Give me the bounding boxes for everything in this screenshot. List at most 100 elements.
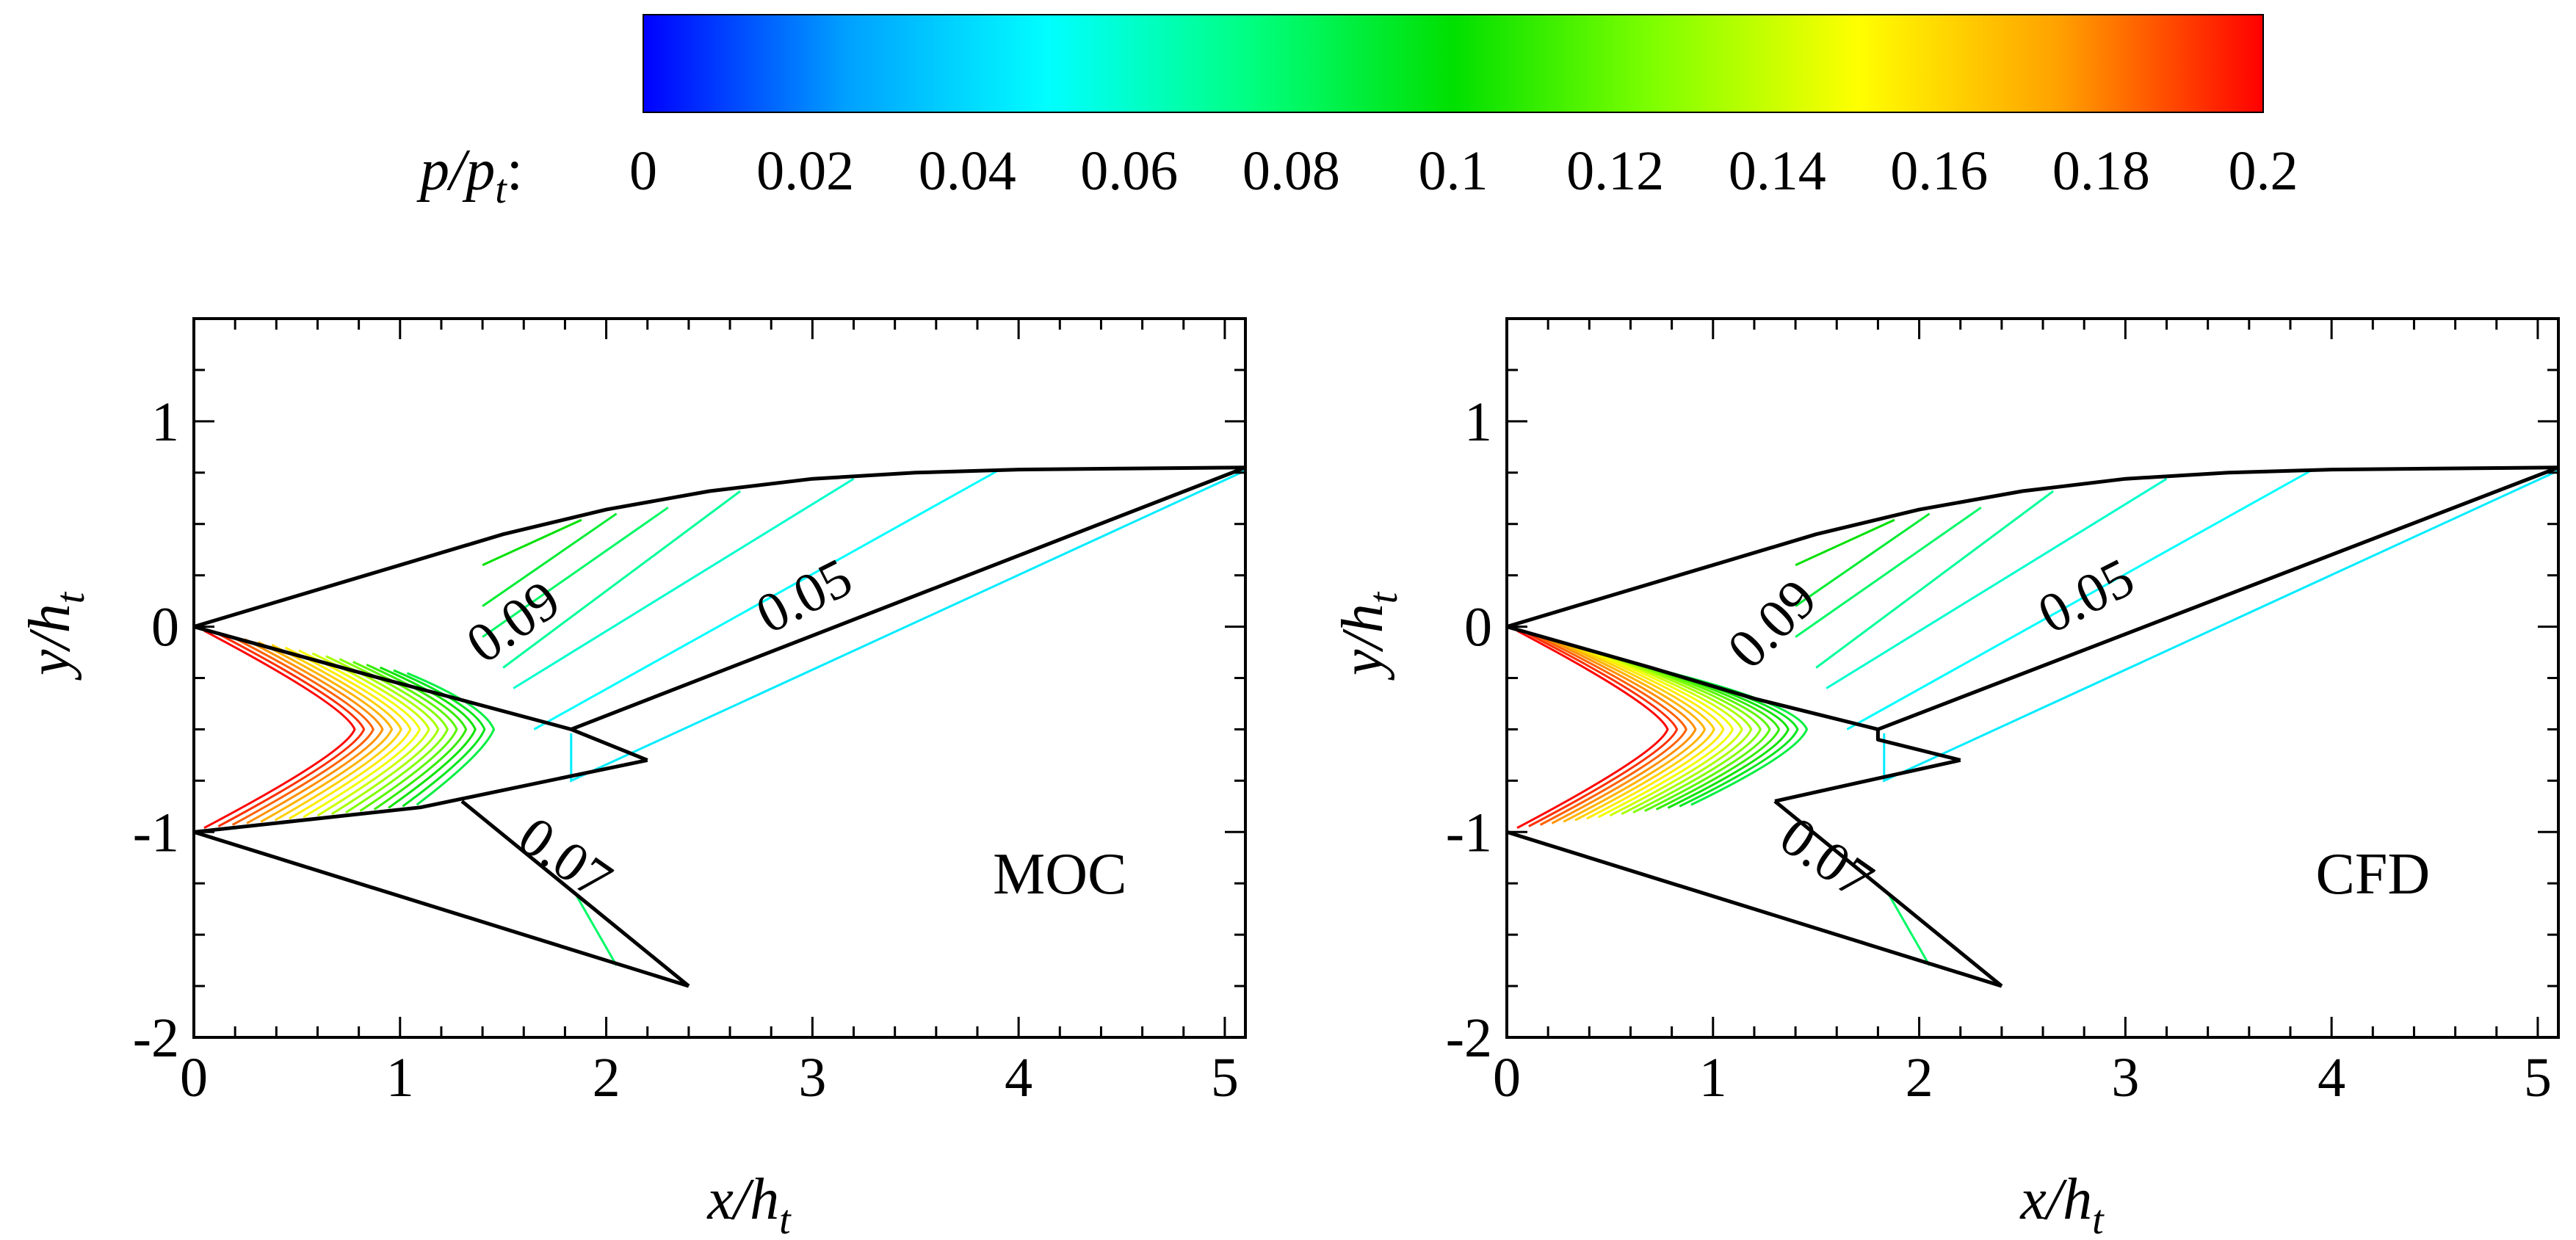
contour-line — [570, 469, 1246, 783]
contour-line — [1640, 663, 1781, 811]
y-tick-label: 0 — [1464, 597, 1492, 659]
contour-line — [271, 644, 402, 822]
nozzle-wall — [193, 625, 648, 762]
x-tick-label: 0 — [1493, 1047, 1521, 1109]
contour-line — [352, 661, 458, 812]
x-tick-label: 4 — [2318, 1047, 2345, 1109]
colorbar-tick-label: 0.2 — [2229, 140, 2298, 202]
contour-line — [244, 638, 384, 824]
contour-line — [482, 518, 582, 567]
contour-line — [533, 469, 999, 730]
contour-line — [482, 507, 669, 638]
contour-lines — [1516, 469, 2559, 966]
contour-line — [311, 652, 430, 817]
contour-line — [1795, 512, 1931, 607]
contour-line — [1557, 641, 1707, 823]
axis-ticks — [192, 317, 1245, 1039]
contour-line — [203, 629, 356, 830]
nozzle-wall — [193, 758, 648, 834]
nozzle-geometry — [193, 465, 1246, 988]
contour-line — [1815, 490, 2054, 669]
contour-line — [1795, 507, 1982, 638]
y-tick-label: -1 — [133, 802, 179, 863]
colorbar-tick-label: 0 — [629, 140, 657, 202]
contour-line — [1629, 661, 1771, 812]
y-tick-label: -1 — [1446, 802, 1492, 863]
x-tick-label: 1 — [1699, 1047, 1727, 1109]
y-tick-label: 1 — [1464, 391, 1492, 453]
contour-line — [1846, 469, 2312, 730]
x-tick-label: 3 — [798, 1047, 826, 1109]
axis-tick-labels: 0 1 2 3 4 5 1 0 -1 -2 — [1446, 391, 2552, 1109]
nozzle-wall — [1877, 465, 2559, 731]
contour-line — [574, 893, 618, 966]
nozzle-wall — [193, 830, 690, 988]
y-axis-title: y/ht — [18, 591, 93, 681]
colorbar-gradient — [643, 14, 2264, 113]
contour-labels: 0.09 0.05 0.07 — [455, 546, 861, 911]
contour-line — [284, 646, 412, 820]
x-tick-label: 0 — [180, 1047, 208, 1109]
colorbar-tick-label: 0.18 — [2052, 140, 2150, 202]
colorbar-tick-label: 0.16 — [1890, 140, 1988, 202]
colorbar-tick-label: 0.12 — [1566, 140, 1664, 202]
colorbar-tick-label: 0.08 — [1242, 140, 1340, 202]
x-tick-label: 3 — [2111, 1047, 2139, 1109]
contour-lines — [203, 469, 1246, 966]
contour-line — [298, 649, 422, 819]
panel-label: CFD — [2315, 842, 2430, 907]
contour-label: 0.09 — [455, 569, 571, 675]
nozzle-wall — [1774, 758, 1961, 803]
nozzle-wall — [570, 465, 1246, 731]
colorbar-tick-labels: 0 0.02 0.04 0.06 0.08 0.1 0.12 0.14 0.16 0.18 0.2 — [629, 140, 2298, 202]
contour-line — [325, 655, 440, 816]
contour-line — [1547, 638, 1697, 824]
nozzle-wall — [1773, 800, 2003, 988]
contour-line — [258, 641, 394, 823]
y-tick-label: 1 — [151, 391, 179, 453]
x-tick-label: 2 — [1906, 1047, 1933, 1109]
colorbar-tick-label: 0.14 — [1729, 140, 1826, 202]
contour-line — [1527, 632, 1679, 827]
colorbar-tick-label: 0.06 — [1080, 140, 1178, 202]
y-tick-label: -2 — [133, 1007, 179, 1069]
x-tick-label: 4 — [1005, 1047, 1032, 1109]
nozzle-geometry — [1506, 465, 2559, 988]
contour-labels: 0.09 0.05 0.07 — [1716, 546, 2144, 911]
contour-label: 0.05 — [2029, 546, 2144, 645]
panel-label: MOC — [993, 842, 1126, 907]
x-axis-title: x/ht — [2019, 1167, 2105, 1240]
contour-label: 0.07 — [507, 805, 623, 911]
x-axis-title: x/ht — [706, 1167, 792, 1240]
nozzle-wall — [460, 800, 690, 988]
contour-line — [1578, 646, 1725, 820]
axis-ticks — [1505, 317, 2558, 1039]
nozzle-wall — [1506, 625, 1961, 762]
colorbar-title: p/pt: — [416, 138, 523, 212]
contour-label: 0.05 — [747, 546, 862, 645]
contour-line — [1516, 629, 1669, 830]
x-tick-label: 5 — [1211, 1047, 1239, 1109]
colorbar: p/pt: 0 0.02 0.04 0.06 0.08 0.1 0.12 0.14 0.16 0.… — [416, 14, 2298, 212]
axis-tick-labels: 0 1 2 3 4 5 1 0 -1 -2 — [133, 391, 1239, 1109]
contour-line — [1609, 655, 1753, 816]
contour-line — [217, 632, 366, 827]
contour-line — [1619, 658, 1762, 814]
contour-line — [1826, 477, 2168, 689]
contour-line — [406, 672, 496, 806]
contour-line — [502, 490, 741, 669]
contour-line — [1537, 635, 1687, 826]
contour-label: 0.07 — [1769, 805, 1884, 911]
contour-line — [1795, 518, 1895, 567]
chart-panel-moc: 0 1 2 3 4 5 1 0 -1 -2 0.09 0.05 0.07 MOC x/ht y/ht — [18, 317, 1247, 1240]
nozzle-wall — [1506, 830, 2002, 988]
colorbar-tick-label: 0.02 — [756, 140, 854, 202]
chart-panel-cfd: 0 1 2 3 4 5 1 0 -1 -2 0.09 0.05 0.07 CFD x/ht y/ht — [1331, 317, 2560, 1240]
contour-line — [1887, 893, 1931, 966]
contour-line — [231, 635, 375, 826]
y-axis-title: y/ht — [1331, 591, 1406, 681]
contour-line — [513, 477, 855, 689]
nozzle-wall — [1506, 465, 2559, 628]
contour-line — [393, 669, 486, 808]
contour-line — [1588, 649, 1734, 819]
